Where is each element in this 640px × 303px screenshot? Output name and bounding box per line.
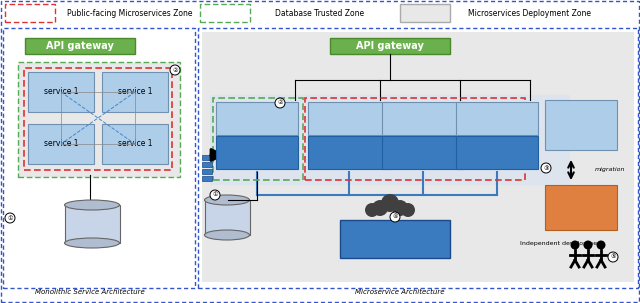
Ellipse shape [205,195,250,205]
Circle shape [401,203,415,217]
Text: ⑤: ⑤ [610,255,616,259]
Bar [305,98,525,180]
Bar [330,38,450,54]
Bar [400,4,450,22]
Bar [210,95,570,185]
Bar [205,200,250,235]
Bar [456,102,538,135]
Circle shape [390,212,400,222]
Circle shape [392,200,408,216]
Text: Database Trusted Zone: Database Trusted Zone [275,8,365,18]
Bar [102,124,168,164]
Bar [202,162,212,167]
Text: service 1: service 1 [44,88,78,96]
Bar [202,32,634,282]
Text: service 2: service 2 [332,114,366,122]
Text: ①: ① [212,192,218,198]
Bar [308,102,390,135]
Ellipse shape [65,200,120,210]
Text: API gateway: API gateway [356,41,424,51]
Bar [65,205,120,243]
Bar [28,72,94,112]
Bar [216,136,298,169]
Circle shape [608,252,618,262]
Circle shape [5,213,15,223]
Text: Service Orchestration: Service Orchestration [348,228,442,237]
Text: ②: ② [172,68,178,72]
Circle shape [210,190,220,200]
Text: service 3: service 3 [480,114,515,122]
Text: Monolithic Service Architecture: Monolithic Service Architecture [35,289,145,295]
Text: v2.0: v2.0 [572,208,590,217]
Bar [340,220,450,258]
Circle shape [541,163,551,173]
Text: Control Plane: Control Plane [365,239,424,248]
Bar [24,68,172,170]
Circle shape [596,241,605,249]
Bar [545,100,617,150]
Text: proxy: proxy [412,149,434,158]
Text: service 4: service 4 [564,195,598,205]
Bar [382,102,464,135]
Bar [202,155,212,160]
Bar [5,4,55,22]
Text: service 2: service 2 [406,114,440,122]
Ellipse shape [65,238,120,248]
Bar [202,169,212,174]
Text: service 1: service 1 [240,114,275,122]
Bar [102,72,168,112]
Bar [202,176,212,181]
Bar [382,136,464,169]
Text: migration: migration [595,168,625,172]
Text: proxy: proxy [246,149,268,158]
Circle shape [381,194,399,212]
Bar [28,124,94,164]
Bar [198,28,638,288]
Circle shape [275,98,285,108]
Circle shape [365,203,379,217]
Text: ②: ② [277,101,283,105]
Circle shape [584,241,593,249]
Text: service 1: service 1 [118,88,152,96]
Text: ④: ④ [392,215,398,219]
Bar [18,62,180,177]
Text: service 1: service 1 [44,139,78,148]
Text: Public-facing Microservices Zone: Public-facing Microservices Zone [67,8,193,18]
Bar [213,98,303,180]
Text: proxy: proxy [339,149,360,158]
Bar [3,28,195,288]
Text: service 1: service 1 [118,139,152,148]
Text: proxy: proxy [486,149,508,158]
Text: Microservices Deployment Zone: Microservices Deployment Zone [468,8,591,18]
Circle shape [372,200,388,216]
Bar [25,38,135,54]
Text: Microservice Architecture: Microservice Architecture [355,289,445,295]
Bar [456,136,538,169]
Text: Independent development: Independent development [520,241,604,247]
Circle shape [170,65,180,75]
Text: service 4: service 4 [564,114,598,122]
Bar [308,136,390,169]
Bar [200,4,250,22]
Text: v1.0: v1.0 [572,125,590,135]
Text: API gateway: API gateway [46,41,114,51]
Text: ③: ③ [543,165,549,171]
Bar [545,185,617,230]
Bar [216,102,298,135]
Ellipse shape [205,230,250,240]
Circle shape [570,241,579,249]
Text: ①: ① [7,215,13,221]
